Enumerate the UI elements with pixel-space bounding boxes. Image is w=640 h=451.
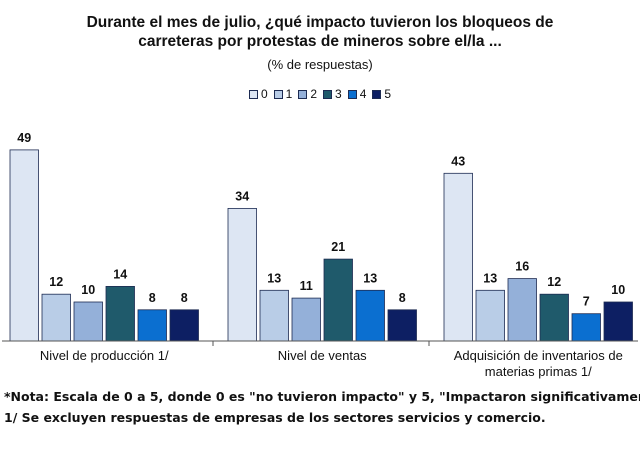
data-label-2-series-2: 11 [300, 279, 313, 293]
bar-2-series-0 [227, 207, 257, 342]
data-label-2-series-0: 34 [235, 189, 249, 203]
legend-label-2: 2 [310, 87, 317, 101]
legend-label-4: 4 [359, 87, 367, 101]
bar-1-series-0 [9, 149, 39, 342]
data-label-1-series-4: 8 [149, 291, 156, 305]
chart-title-line-1: Durante el mes de julio, ¿qué impacto tu… [86, 14, 554, 31]
category-label-1: Nivel de producción 1/ [40, 348, 169, 363]
bar-2-series-4 [355, 289, 385, 342]
data-label-3-series-5: 10 [611, 283, 625, 297]
data-label-1-series-3: 14 [113, 267, 127, 281]
bar-1-series-3 [105, 285, 135, 342]
bar-3-series-3 [539, 293, 569, 342]
legend-item-0: 0 [248, 87, 268, 101]
bar-1-series-4 [137, 309, 167, 342]
bar-3-series-0 [443, 172, 473, 342]
legend-swatch-2 [298, 89, 308, 99]
legend-label-5: 5 [384, 87, 392, 101]
data-label-3-series-0: 43 [451, 154, 465, 168]
bar-3-series-2 [507, 278, 537, 342]
legend-swatch-4 [347, 89, 357, 99]
legend-swatch-3 [323, 89, 332, 99]
bar-1-series-5 [169, 309, 199, 342]
data-label-2-series-4: 13 [363, 271, 377, 285]
legend-label-0: 0 [260, 87, 268, 101]
legend-item-1: 1 [273, 87, 293, 101]
data-label-3-series-2: 16 [515, 260, 529, 274]
legend-swatch-1 [273, 89, 283, 99]
bar-1-series-2 [73, 301, 103, 342]
bar-3-series-1 [475, 289, 505, 342]
data-label-2-series-3: 21 [331, 240, 345, 254]
data-label-1-series-5: 8 [181, 291, 188, 305]
bar-3-series-5 [603, 301, 633, 342]
data-label-3-series-1: 13 [483, 271, 497, 285]
legend-swatch-0 [248, 89, 258, 99]
legend-item-2: 2 [298, 87, 317, 101]
data-label-3-series-3: 12 [547, 275, 561, 289]
chart-title-line-2: carreteras por protestas de mineros sobr… [138, 33, 502, 50]
chart-legend: 0 1 2 3 4 5 [0, 87, 640, 102]
legend-item-3: 3 [323, 87, 342, 101]
note-scale: *Nota: Escala de 0 a 5, donde 0 es "no t… [4, 389, 640, 404]
legend-item-4: 4 [347, 87, 367, 101]
bar-1-series-1 [41, 293, 71, 342]
chart-subtitle: (% de respuestas) [267, 57, 373, 72]
note-exclusion: 1/ Se excluyen respuestas de empresas de… [4, 410, 546, 425]
data-label-1-series-1: 12 [49, 275, 63, 289]
data-label-3-series-4: 7 [583, 295, 590, 309]
bar-2-series-5 [387, 309, 417, 342]
category-label-3-line-1: Adquisición de inventarios de [454, 348, 623, 363]
legend-label-3: 3 [335, 87, 342, 101]
data-label-2-series-5: 8 [399, 291, 406, 305]
legend-item-5: 5 [372, 87, 391, 101]
bar-2-series-2 [291, 297, 321, 342]
category-label-2: Nivel de ventas [278, 348, 367, 363]
category-label-3-line-2: materias primas 1/ [485, 364, 592, 379]
data-label-2-series-1: 13 [267, 271, 281, 285]
legend-label-1: 1 [285, 87, 293, 101]
bar-3-series-4 [571, 313, 601, 342]
data-label-1-series-2: 10 [81, 283, 95, 297]
legend-swatch-5 [372, 89, 382, 99]
bar-2-series-3 [323, 258, 353, 342]
data-label-1-series-0: 49 [17, 131, 31, 145]
bar-2-series-1 [259, 289, 289, 342]
